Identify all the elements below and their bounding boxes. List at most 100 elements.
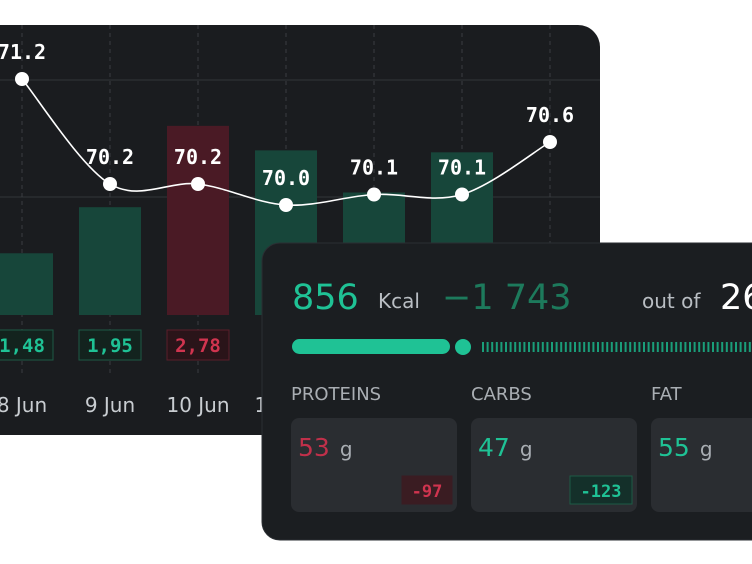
weight-point	[455, 187, 469, 202]
progress-tick	[491, 342, 494, 352]
macro-label: PROTEINS	[291, 384, 381, 405]
remaining: −1 743	[442, 278, 572, 318]
weight-point	[543, 135, 557, 149]
progress-tick	[656, 342, 659, 352]
progress-tick	[560, 342, 563, 352]
macro-value: 55	[658, 433, 690, 462]
progress-tick	[620, 342, 622, 352]
progress-tick	[532, 342, 535, 352]
progress-tick	[610, 342, 613, 352]
progress-tick	[546, 342, 549, 352]
progress-tick	[684, 342, 687, 352]
progress-tick	[495, 342, 498, 352]
progress-tick	[555, 342, 558, 352]
progress-tick	[693, 342, 696, 352]
summary-card: 856 Kcal −1 743 out of 26 PROTEINS 53 g -97…	[261, 242, 752, 541]
delta-badge	[569, 475, 633, 505]
progress-tick	[638, 342, 641, 352]
progress-tick	[744, 342, 747, 352]
progress-tick	[597, 342, 599, 352]
progress-track	[482, 342, 751, 352]
value-badge	[0, 329, 54, 361]
weight-label: 70.2	[86, 145, 134, 169]
progress-tick	[721, 342, 724, 352]
progress-tick	[666, 342, 668, 352]
weight-label: 70.1	[350, 156, 398, 180]
progress-tick	[601, 342, 604, 352]
progress-knob	[455, 339, 471, 355]
progress-tick	[509, 342, 512, 352]
macro-label: CARBS	[471, 384, 532, 405]
value-label: 1,48	[0, 335, 45, 357]
out-of: out of	[642, 289, 701, 313]
macro-box	[651, 418, 752, 512]
delta-label: -123	[581, 482, 622, 502]
weight-point	[15, 72, 29, 86]
progress-tick	[647, 342, 650, 352]
progress-tick	[615, 342, 618, 352]
progress-tick	[523, 342, 526, 352]
progress-tick	[569, 342, 572, 352]
macro-unit: g	[340, 437, 353, 461]
weight-label: 70.1	[438, 156, 486, 180]
progress-tick	[716, 342, 719, 352]
progress-tick	[564, 342, 567, 352]
kcal-unit: Kcal	[378, 289, 420, 313]
progress-tick	[679, 342, 682, 352]
progress-tick	[583, 342, 586, 352]
macro-value: 53	[298, 433, 330, 462]
progress-tick	[606, 342, 609, 352]
progress-tick	[514, 342, 517, 352]
progress-tick	[698, 342, 701, 352]
x-tick-label: 10 Jun	[166, 393, 229, 417]
delta-badge	[401, 475, 453, 505]
progress-tick	[578, 342, 581, 352]
progress-tick	[712, 342, 714, 352]
goal: 26	[720, 278, 752, 318]
progress-tick	[748, 342, 751, 352]
progress-tick	[592, 342, 595, 352]
progress-tick	[652, 342, 655, 352]
weight-label: 71.2	[0, 40, 46, 64]
progress-tick	[624, 342, 627, 352]
progress-fill	[292, 339, 450, 354]
weight-point	[279, 198, 293, 212]
progress-tick	[739, 342, 742, 352]
progress-tick	[500, 342, 503, 352]
bar	[167, 125, 229, 315]
macro-unit: g	[700, 437, 713, 461]
progress-tick	[735, 342, 737, 352]
value-label: 1,95	[87, 335, 133, 357]
x-tick-label: 9 Jun	[85, 393, 135, 417]
progress-tick	[675, 342, 678, 352]
bar	[79, 207, 141, 315]
progress-tick	[528, 342, 530, 352]
progress-tick	[689, 342, 691, 352]
progress-tick	[518, 342, 521, 352]
weight-label: 70.0	[262, 166, 310, 190]
weight-point	[367, 187, 381, 202]
value-label: 2,78	[175, 335, 221, 357]
weight-label: 70.6	[526, 103, 574, 127]
value-badge	[166, 329, 230, 361]
progress-tick	[537, 342, 540, 352]
macro-unit: g	[520, 437, 533, 461]
progress-tick	[730, 342, 733, 352]
kcal: 856	[292, 278, 359, 318]
value-badge	[78, 329, 142, 361]
progress-tick	[702, 342, 705, 352]
weight-point	[103, 177, 117, 191]
x-tick-label: 8 Jun	[0, 393, 47, 417]
progress-tick	[629, 342, 632, 352]
macro-label: FAT	[651, 384, 683, 405]
macro-value: 47	[478, 433, 510, 462]
weight-point	[191, 177, 205, 191]
progress-tick	[725, 342, 728, 352]
progress-tick	[670, 342, 673, 352]
progress-tick	[482, 342, 484, 352]
progress-tick	[486, 342, 489, 352]
progress-tick	[643, 342, 645, 352]
weight-label: 70.2	[174, 145, 222, 169]
progress-tick	[551, 342, 553, 352]
